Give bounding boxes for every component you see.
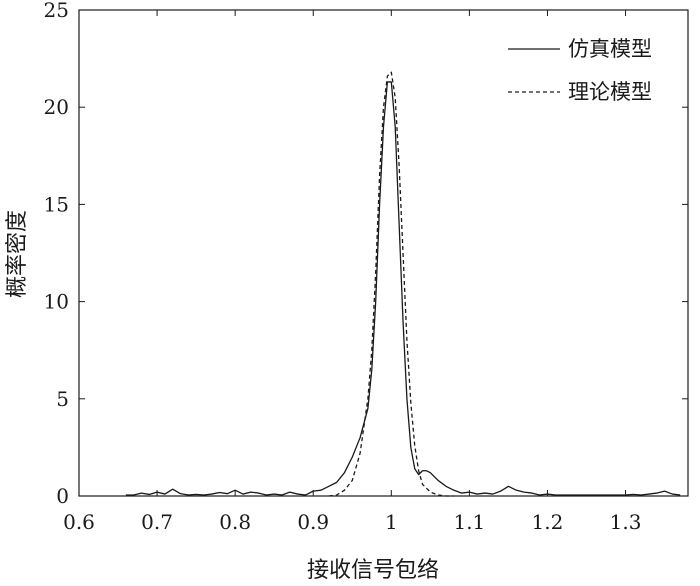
- x-tick-label: 0.7: [141, 510, 173, 534]
- plot-frame: [78, 9, 689, 497]
- legend: 仿真模型 理论模型: [508, 37, 652, 104]
- plot-area-border: [78, 9, 689, 497]
- x-tick-label: 0.6: [63, 510, 95, 534]
- x-tick-label: 0.9: [297, 510, 329, 534]
- y-tick-label: 10: [44, 290, 69, 314]
- y-tick-label: 25: [44, 0, 69, 22]
- x-tick-label: 1.1: [453, 510, 485, 534]
- x-tick-label: 1.3: [610, 510, 642, 534]
- y-tick-label: 5: [56, 387, 69, 411]
- x-tick-label: 1: [385, 510, 398, 534]
- legend-label-theory: 理论模型: [568, 80, 652, 104]
- y-tick-label: 0: [56, 484, 69, 508]
- y-tick-label: 15: [44, 192, 69, 216]
- x-tick-label: 1.2: [532, 510, 564, 534]
- series-layer: [125, 71, 681, 497]
- x-axis-title: 接收信号包络: [307, 558, 439, 583]
- series-line-simulation: [125, 81, 681, 496]
- ticks-layer: 0.6 0.7 0.8 0.9 1 1.1 1.2 1.3 0 5 10 15 20 25: [44, 0, 688, 534]
- series-line-theory: [328, 71, 454, 497]
- y-tick-label: 20: [44, 95, 69, 119]
- legend-label-simulation: 仿真模型: [568, 37, 652, 61]
- y-axis-title: 概率密度: [5, 210, 30, 298]
- x-tick-label: 0.8: [219, 510, 251, 534]
